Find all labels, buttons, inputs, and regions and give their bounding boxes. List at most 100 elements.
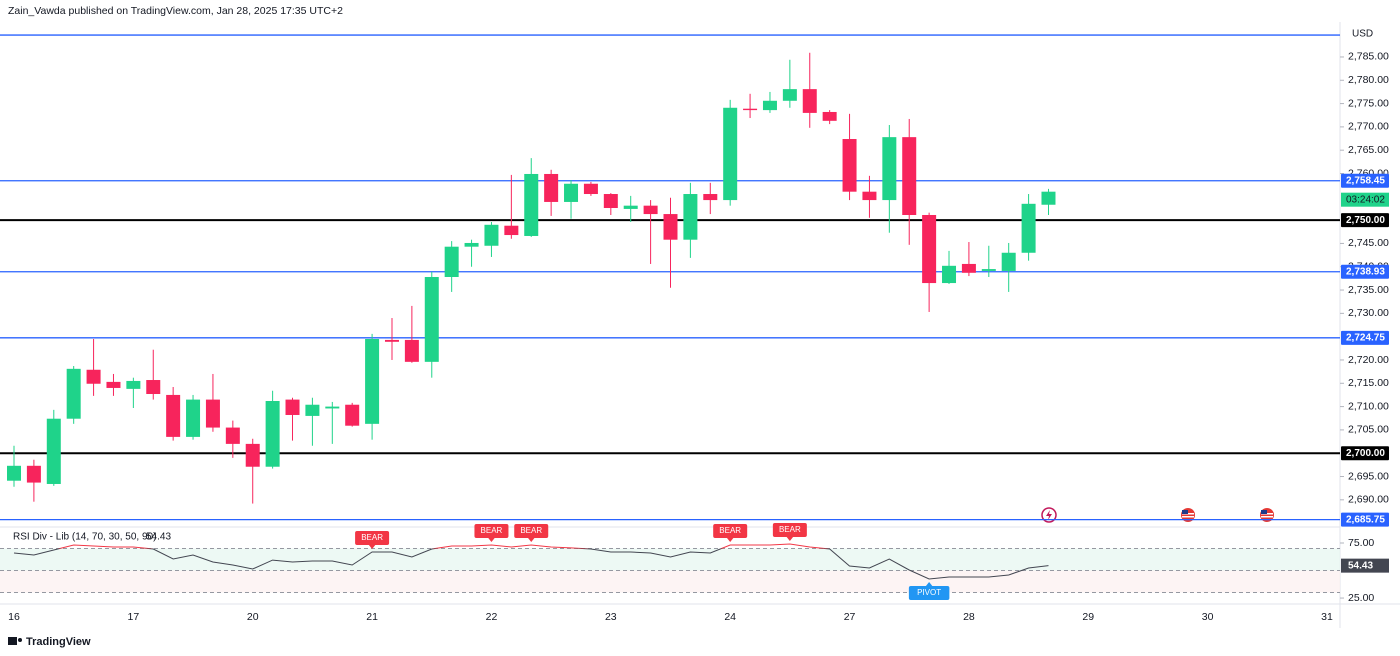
candle-body: [484, 224, 499, 246]
level-label: 2,750.00: [1346, 215, 1385, 226]
candle-body: [265, 400, 280, 467]
candle-body: [86, 369, 101, 384]
candle-body: [444, 246, 459, 277]
x-tick-label: 31: [1321, 611, 1333, 623]
candle-body: [424, 276, 439, 362]
level-label-bg: [1341, 264, 1389, 279]
level-label-bg: [1341, 512, 1389, 527]
candle-body: [106, 381, 121, 388]
annotation-pointer: [527, 536, 536, 542]
candle-body: [524, 173, 539, 236]
candle-body: [822, 111, 837, 121]
annotation: BEAR: [361, 533, 383, 542]
candle-body: [882, 137, 897, 201]
annotation-bg: [713, 523, 748, 538]
x-tick-label: 21: [366, 611, 378, 623]
annotation-pointer: [726, 536, 735, 542]
y-tick-label: 2,770.00: [1348, 121, 1389, 133]
x-tick-label: 17: [128, 611, 140, 623]
brand-logo: TradingView: [8, 636, 91, 648]
candle-body: [325, 406, 340, 409]
candle-body: [922, 214, 937, 284]
x-tick-label: 22: [486, 611, 498, 623]
candle-body: [225, 427, 240, 444]
event-icons: [1041, 507, 1274, 523]
x-tick-label: 20: [247, 611, 259, 623]
level-label-bg: [1341, 173, 1389, 188]
y-tick-label: 2,695.00: [1348, 470, 1389, 482]
level-label: 2,724.75: [1346, 332, 1385, 343]
y-tick-label: 2,730.00: [1348, 307, 1389, 319]
candle-body: [245, 443, 260, 467]
currency: USD: [1352, 29, 1373, 40]
rsi-tick-label: 25.00: [1348, 592, 1374, 604]
y-tick-label: 2,715.00: [1348, 377, 1389, 389]
candle-body: [1021, 203, 1036, 253]
annotation-bg: [474, 523, 509, 538]
x-tick-label: 29: [1082, 611, 1094, 623]
candle-body: [842, 139, 857, 192]
candle-body: [384, 339, 399, 342]
level-label: 2,738.93: [1346, 266, 1385, 277]
candle-body: [46, 418, 61, 484]
candle-body: [285, 399, 300, 415]
candle-body: [902, 137, 917, 215]
y-tick-label: 2,690.00: [1348, 494, 1389, 506]
y-tick-label: 2,720.00: [1348, 354, 1389, 366]
candle-body: [1001, 252, 1016, 271]
candle-body: [603, 194, 618, 209]
level-label: 2,758.45: [1346, 175, 1385, 186]
rsi-value-label: 54.43: [1348, 560, 1373, 571]
candle-body: [305, 404, 320, 416]
annotation-pointer: [925, 581, 934, 587]
annotation: BEAR: [481, 526, 503, 535]
y-tick-label: 2,785.00: [1348, 51, 1389, 63]
rsi-tick-label: 75.00: [1348, 537, 1374, 549]
candle-body: [623, 205, 638, 209]
annotation: PIVOT: [917, 588, 941, 597]
countdown: 03:24:02: [1346, 194, 1385, 205]
candle-body: [166, 394, 181, 437]
rsi-line: [13, 543, 1049, 580]
countdown-bg: [1341, 192, 1389, 207]
candle-body: [663, 214, 678, 240]
candle-body: [743, 108, 758, 111]
y-tick-label: 2,705.00: [1348, 424, 1389, 436]
candle-body: [504, 225, 519, 236]
candle-body: [126, 380, 141, 389]
y-tick-label: 2,745.00: [1348, 237, 1389, 249]
y-tick-label: 2,735.00: [1348, 284, 1389, 296]
annotation-bg: [908, 585, 950, 600]
x-tick-label: 24: [724, 611, 736, 623]
level-label: 2,700.00: [1346, 448, 1385, 459]
x-tick-label: 27: [844, 611, 856, 623]
candle-body: [146, 380, 161, 395]
rsi-bear-zone: [0, 570, 1340, 593]
level-label-bg: [1341, 330, 1389, 345]
annotation-pointer: [368, 544, 377, 550]
candle-body: [583, 183, 598, 195]
candle-body: [643, 205, 658, 215]
candle-body: [862, 191, 877, 201]
annotation-bg: [355, 531, 390, 546]
annotation: BEAR: [779, 525, 801, 534]
y-tick-label: 2,710.00: [1348, 400, 1389, 412]
candle-body: [981, 269, 996, 271]
annotation: BEAR: [520, 526, 542, 535]
candle-body: [782, 89, 797, 101]
candle-body: [703, 194, 718, 201]
candle-body: [186, 399, 201, 437]
rsi-value: 54.43: [146, 532, 171, 543]
rsi-name: RSI Div - Lib (14, 70, 30, 50, 90): [13, 532, 156, 543]
y-tick-label: 2,780.00: [1348, 74, 1389, 86]
annotation-bg: [772, 522, 807, 537]
rsi-bull-zone: [0, 548, 1340, 571]
annotation-bg: [514, 523, 549, 538]
candle-body: [1041, 191, 1056, 205]
annotation-pointer: [487, 536, 496, 542]
candle-body: [683, 194, 698, 240]
y-tick-label: 2,775.00: [1348, 97, 1389, 109]
